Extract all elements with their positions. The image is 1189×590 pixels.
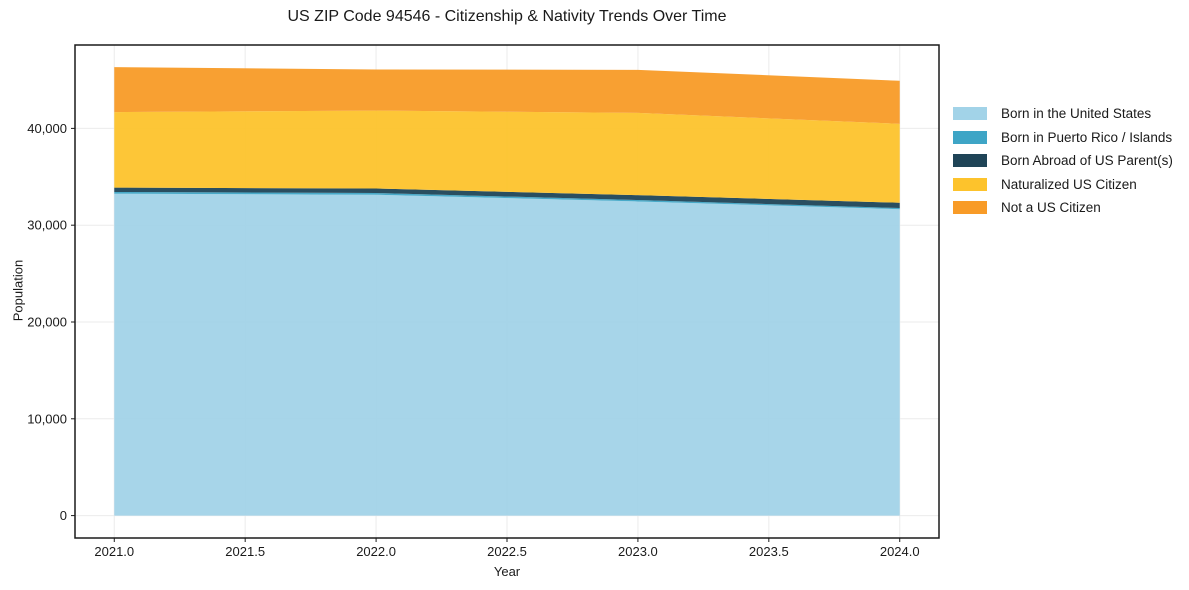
legend-label: Born in Puerto Rico / Islands [1001,129,1173,145]
y-tick-label: 30,000 [27,218,67,233]
y-tick-label: 20,000 [27,314,67,329]
area-series-4 [114,67,900,124]
chart-title: US ZIP Code 94546 - Citizenship & Nativi… [287,8,727,25]
legend-swatch [953,201,987,215]
legend-label: Born Abroad of US Parent(s) [1001,153,1173,169]
legend-item: Naturalized US Citizen [953,173,1173,197]
x-tick-label: 2022.5 [487,544,527,559]
legend-label: Naturalized US Citizen [1001,176,1137,192]
y-tick-label: 0 [60,508,67,523]
x-tick-label: 2022.0 [356,544,396,559]
area-series-3 [114,110,900,203]
legend-swatch [953,107,987,121]
x-tick-label: 2021.0 [94,544,134,559]
legend: Born in the United States Born in Puerto … [953,102,1173,220]
area-series-2 [114,187,900,209]
x-tick-label: 2024.0 [880,544,920,559]
x-tick-label: 2023.5 [749,544,789,559]
x-tick-label: 2021.5 [225,544,265,559]
legend-swatch [953,154,987,168]
x-tick-label: 2023.0 [618,544,658,559]
x-axis-label: Year [493,564,521,579]
legend-item: Born in Puerto Rico / Islands [953,126,1173,150]
area-series-1 [114,191,900,210]
area-series-0 [114,193,900,516]
legend-item: Born in the United States [953,102,1173,126]
y-axis-label: Population [10,259,26,322]
y-tick-label: 40,000 [27,121,67,136]
legend-item: Not a US Citizen [953,196,1173,220]
legend-item: Born Abroad of US Parent(s) [953,149,1173,173]
legend-swatch [953,177,987,191]
y-tick-label: 10,000 [27,411,67,426]
legend-label: Not a US Citizen [1001,200,1101,216]
legend-swatch [953,130,987,144]
legend-label: Born in the United States [1001,106,1152,122]
